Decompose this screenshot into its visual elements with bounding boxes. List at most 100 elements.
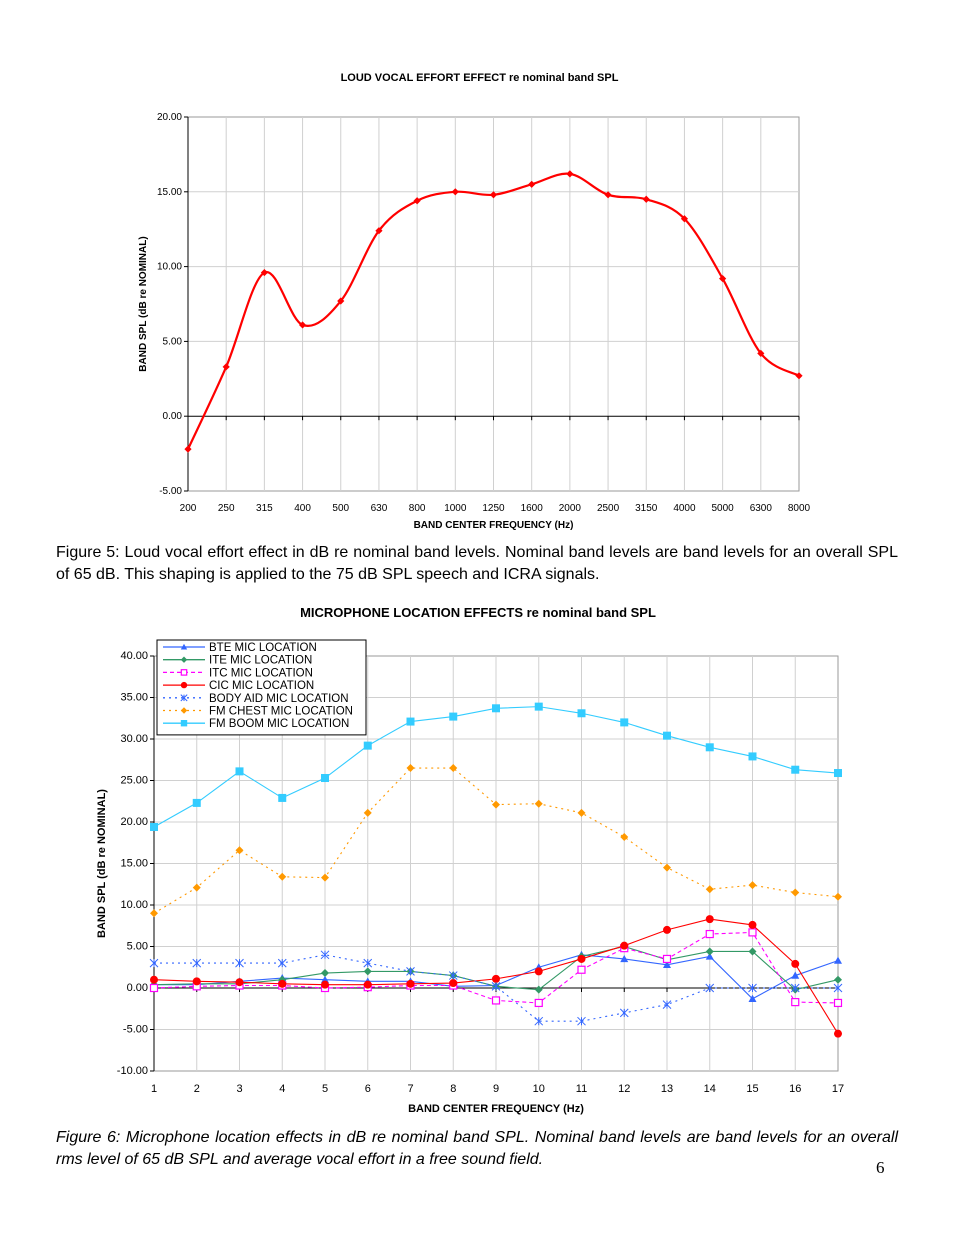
- data-point: [534, 1016, 544, 1026]
- data-point: [748, 881, 757, 890]
- data-point: [834, 1029, 842, 1038]
- data-point: [278, 793, 287, 802]
- x-tick-label: 500: [332, 503, 349, 514]
- data-point: [577, 808, 586, 817]
- y-tick-label: 5.00: [163, 336, 183, 347]
- y-tick-label: 15.00: [157, 187, 182, 198]
- data-point: [149, 958, 159, 968]
- data-point: [577, 1016, 586, 1026]
- y-tick-label: 0.00: [163, 411, 183, 422]
- data-point: [491, 996, 501, 1005]
- x-tick-label: 2000: [559, 503, 582, 514]
- data-point: [235, 958, 244, 968]
- data-point: [705, 885, 714, 894]
- data-point: [620, 954, 629, 963]
- data-point: [298, 321, 307, 329]
- x-tick-label: 4000: [673, 503, 696, 514]
- data-point: [489, 191, 498, 199]
- data-point: [180, 681, 188, 689]
- x-tick-label: 200: [180, 503, 197, 514]
- y-tick-label: -5.00: [159, 486, 182, 497]
- data-point: [492, 800, 500, 809]
- data-point: [748, 983, 757, 993]
- data-point: [277, 958, 287, 968]
- data-point: [566, 170, 574, 178]
- data-point: [662, 1000, 672, 1009]
- data-point: [791, 888, 800, 897]
- data-point: [413, 197, 421, 205]
- y-tick-label: 10.00: [120, 899, 148, 911]
- x-tick-label: 5: [322, 1083, 328, 1095]
- data-point: [680, 215, 689, 223]
- data-point: [834, 975, 842, 984]
- y-tick-label: 0.00: [127, 982, 148, 994]
- data-point: [192, 883, 201, 892]
- x-tick-label: 1: [151, 1083, 157, 1095]
- data-point: [705, 743, 714, 752]
- series-0: [184, 170, 803, 453]
- y-tick-label: 40.00: [120, 650, 148, 662]
- data-point: [321, 873, 329, 882]
- series-line: [187, 172, 800, 450]
- data-point: [321, 969, 329, 978]
- data-point: [791, 765, 800, 774]
- data-point: [363, 958, 373, 968]
- series-cic-mic-location: [150, 915, 842, 1038]
- x-tick-label: 13: [661, 1083, 673, 1095]
- data-point: [149, 983, 159, 993]
- data-point: [534, 985, 543, 994]
- data-point: [663, 925, 671, 934]
- data-point: [705, 947, 714, 956]
- data-point: [278, 872, 287, 881]
- x-tick-label: 6300: [750, 503, 773, 514]
- data-point: [449, 712, 458, 721]
- y-tick-label: 35.00: [120, 692, 148, 704]
- data-point: [235, 846, 244, 855]
- data-point: [235, 767, 244, 776]
- x-tick-label: 14: [704, 1083, 716, 1095]
- data-point: [705, 929, 714, 939]
- data-point: [321, 975, 329, 983]
- legend-label: BTE MIC LOCATION: [209, 642, 317, 654]
- data-point: [192, 798, 201, 807]
- y-tick-label: 5.00: [127, 941, 148, 953]
- chart-title: LOUD VOCAL EFFORT EFFECT re nominal band…: [341, 72, 619, 84]
- data-point: [791, 971, 800, 979]
- x-tick-label: 6: [365, 1083, 371, 1095]
- x-tick-label: 1250: [482, 503, 505, 514]
- data-point: [834, 892, 842, 901]
- data-point: [705, 952, 714, 960]
- data-point: [492, 974, 500, 983]
- y-tick-label: 15.00: [120, 858, 148, 870]
- data-point: [833, 983, 843, 993]
- x-tick-label: 4: [279, 1083, 285, 1095]
- x-tick-label: 315: [256, 503, 273, 514]
- data-point: [363, 808, 372, 817]
- x-tick-label: 11: [576, 1083, 587, 1095]
- series-fm-boom-mic-location: [150, 702, 842, 831]
- x-tick-label: 9: [493, 1083, 499, 1095]
- data-point: [748, 928, 757, 937]
- data-point: [834, 956, 842, 964]
- data-point: [449, 764, 458, 773]
- data-point: [192, 977, 201, 986]
- data-point: [192, 958, 202, 968]
- y-tick-label: 30.00: [120, 733, 148, 745]
- data-point: [406, 967, 415, 976]
- data-point: [448, 971, 458, 980]
- data-point: [833, 998, 843, 1008]
- data-point: [791, 959, 800, 968]
- page-number: 6: [876, 1158, 885, 1177]
- y-axis-label: BAND SPL (dB re NOMINAL): [96, 789, 108, 938]
- x-tick-label: 250: [218, 503, 235, 514]
- series-body-aid-mic-location: [149, 950, 843, 1026]
- data-point: [406, 764, 415, 773]
- data-point: [748, 920, 757, 929]
- data-point: [663, 863, 671, 872]
- x-tick-label: 15: [746, 1083, 758, 1095]
- data-point: [406, 717, 415, 726]
- data-point: [534, 702, 543, 711]
- data-point: [748, 752, 757, 761]
- data-point: [719, 274, 727, 283]
- data-point: [619, 1008, 629, 1018]
